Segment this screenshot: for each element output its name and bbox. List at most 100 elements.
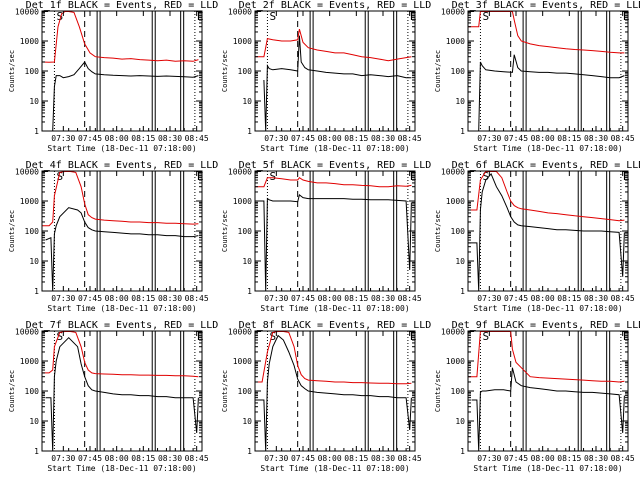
panel-title: Det_2f BLACK = Events, RED = LLD	[239, 0, 432, 11]
y-tick-label: 10	[29, 417, 39, 426]
x-tick-label: 08:45	[611, 454, 635, 463]
event-marker-label: E	[623, 170, 630, 183]
x-axis-title: Start Time (18-Dec-11 07:18:00)	[47, 464, 196, 473]
y-tick-label: 10000	[228, 8, 252, 17]
y-tick-label: 100	[238, 227, 253, 236]
x-tick-label: 07:45	[78, 134, 102, 143]
x-tick-label: 07:30	[264, 454, 288, 463]
x-tick-label: 08:30	[158, 454, 182, 463]
y-tick-label: 10000	[228, 168, 252, 177]
x-tick-label: 07:45	[291, 294, 315, 303]
event-marker-label: S	[482, 170, 489, 183]
event-marker-label: S	[269, 330, 276, 343]
x-tick-label: 08:45	[185, 454, 209, 463]
x-tick-label: 08:30	[584, 134, 608, 143]
x-tick-label: 08:00	[105, 134, 129, 143]
y-tick-label: 100	[25, 227, 40, 236]
y-tick-label: 100	[451, 67, 466, 76]
x-tick-label: 08:30	[584, 294, 608, 303]
x-tick-label: 08:15	[344, 454, 368, 463]
y-axis-title: Counts/sec	[8, 210, 16, 252]
x-tick-label: 08:30	[584, 454, 608, 463]
event-marker-label: E	[410, 170, 417, 183]
y-tick-label: 100	[451, 227, 466, 236]
y-tick-label: 1000	[446, 197, 465, 206]
x-axis-title: Start Time (18-Dec-11 07:18:00)	[260, 304, 409, 313]
lld-series-line	[255, 331, 412, 385]
x-tick-label: 07:45	[291, 134, 315, 143]
y-tick-label: 100	[451, 387, 466, 396]
y-axis-title: Counts/sec	[8, 50, 16, 92]
x-tick-label: 08:00	[318, 294, 342, 303]
events-series-line	[471, 367, 625, 451]
x-tick-label: 08:30	[158, 134, 182, 143]
x-axis-title: Start Time (18-Dec-11 07:18:00)	[473, 464, 622, 473]
x-tick-label: 08:15	[344, 294, 368, 303]
y-tick-label: 1	[460, 287, 465, 296]
y-tick-label: 10000	[441, 328, 465, 337]
x-tick-label: 07:45	[78, 294, 102, 303]
x-tick-label: 07:30	[477, 294, 501, 303]
x-axis-title: Start Time (18-Dec-11 07:18:00)	[260, 464, 409, 473]
y-tick-label: 10	[455, 417, 465, 426]
panel-title: Det_5f BLACK = Events, RED = LLD	[239, 160, 432, 171]
x-tick-label: 08:00	[318, 134, 342, 143]
y-tick-label: 100	[238, 67, 253, 76]
x-axis-title: Start Time (18-Dec-11 07:18:00)	[47, 304, 196, 313]
x-tick-label: 07:30	[51, 294, 75, 303]
y-tick-label: 10000	[15, 8, 39, 17]
x-tick-label: 07:30	[51, 454, 75, 463]
y-axis-title: Counts/sec	[434, 50, 442, 92]
y-tick-label: 10	[455, 97, 465, 106]
x-tick-label: 08:00	[531, 454, 555, 463]
x-axis-title: Start Time (18-Dec-11 07:18:00)	[260, 144, 409, 153]
x-tick-label: 08:15	[131, 134, 155, 143]
y-tick-label: 10000	[15, 328, 39, 337]
panel-title: Det_8f BLACK = Events, RED = LLD	[239, 320, 432, 331]
panel-title: Det_6f BLACK = Events, RED = LLD	[452, 160, 640, 171]
events-series-line	[478, 54, 625, 131]
event-marker-label: S	[269, 170, 276, 183]
y-tick-label: 10000	[15, 168, 39, 177]
event-marker-label: E	[197, 170, 204, 183]
y-tick-label: 100	[238, 387, 253, 396]
x-tick-label: 08:15	[557, 134, 581, 143]
y-tick-label: 1	[247, 127, 252, 136]
y-tick-label: 10	[29, 257, 39, 266]
y-tick-label: 1000	[20, 197, 39, 206]
x-tick-label: 07:30	[477, 134, 501, 143]
y-axis-title: Counts/sec	[8, 370, 16, 412]
x-tick-label: 08:15	[131, 454, 155, 463]
panel-title: Det_9f BLACK = Events, RED = LLD	[452, 320, 640, 331]
y-tick-label: 10000	[441, 168, 465, 177]
x-tick-label: 07:45	[504, 454, 528, 463]
events-series-line	[263, 35, 412, 131]
x-tick-label: 08:00	[531, 294, 555, 303]
y-tick-label: 1	[460, 447, 465, 456]
x-tick-label: 08:45	[611, 294, 635, 303]
x-tick-label: 07:30	[264, 134, 288, 143]
event-marker-label: S	[56, 10, 63, 23]
x-tick-label: 07:30	[264, 294, 288, 303]
event-marker-label: S	[482, 330, 489, 343]
x-tick-label: 08:45	[398, 294, 422, 303]
x-tick-label: 08:00	[105, 294, 129, 303]
x-tick-label: 07:45	[291, 454, 315, 463]
events-series-line	[52, 61, 199, 131]
events-series-line	[255, 334, 412, 451]
x-tick-label: 08:30	[371, 294, 395, 303]
x-axis-title: Start Time (18-Dec-11 07:18:00)	[473, 304, 622, 313]
y-axis-title: Counts/sec	[434, 210, 442, 252]
y-tick-label: 10	[455, 257, 465, 266]
events-series-line	[45, 207, 199, 291]
lld-series-line	[42, 331, 199, 378]
x-tick-label: 08:45	[185, 294, 209, 303]
